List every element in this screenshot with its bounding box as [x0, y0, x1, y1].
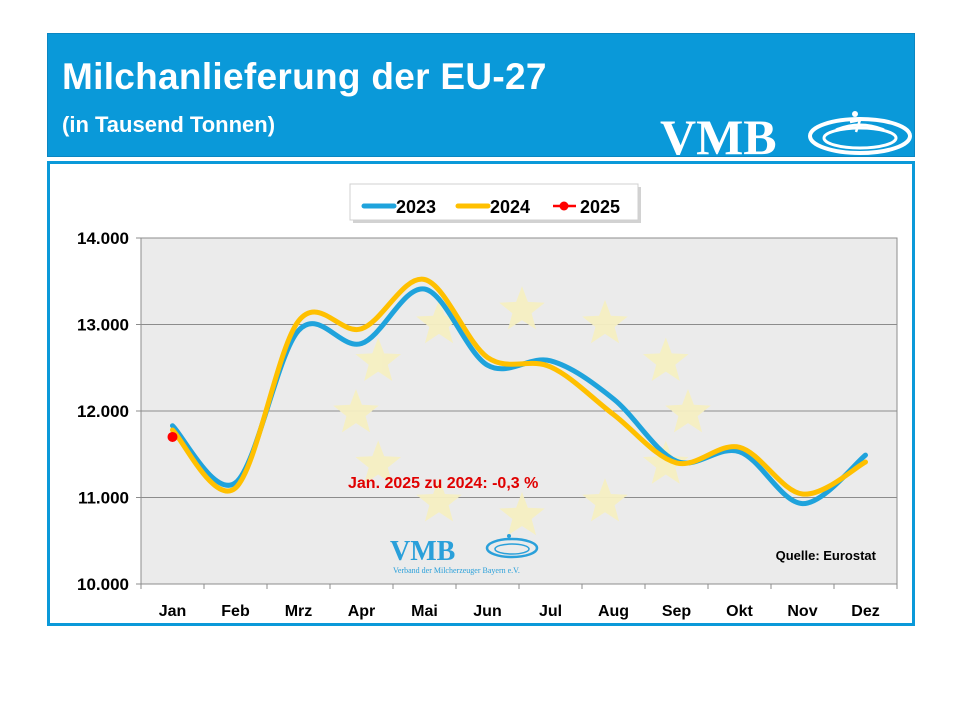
- x-tick-label: Mai: [411, 603, 438, 620]
- y-tick-label: 10.000: [77, 575, 129, 594]
- x-tick-label: Aug: [598, 603, 629, 620]
- eu-star: [499, 286, 545, 330]
- x-tick-label: Jun: [473, 603, 501, 620]
- eu-star: [355, 440, 402, 484]
- source-text: Quelle: Eurostat: [776, 548, 877, 563]
- header-banner: Milchanlieferung der EU-27 (in Tausend T…: [47, 33, 915, 158]
- legend-marker-2025: [559, 201, 569, 211]
- watermark-logo-text: VMB: [390, 536, 455, 567]
- legend: 2023 2024 2025: [349, 183, 641, 223]
- x-tick-label: Jan: [159, 603, 187, 620]
- x-tick-label: Mrz: [285, 603, 313, 620]
- chart-frame: VMB Verband der Milcherzeuger Bayern e.V…: [47, 161, 915, 626]
- eu-star: [642, 440, 689, 484]
- legend-label-2024: 2024: [490, 197, 530, 217]
- series-line-2024: [170, 276, 868, 497]
- x-tick-label: Nov: [787, 603, 817, 620]
- x-tick-label: Okt: [726, 603, 753, 620]
- annotation-text: Jan. 2025 zu 2024: -0,3 %: [348, 475, 538, 492]
- y-tick-label: 12.000: [77, 402, 129, 421]
- eu-star: [665, 389, 711, 433]
- x-tick-label: Feb: [221, 603, 250, 620]
- eu-star: [416, 299, 462, 344]
- eu-star: [499, 491, 545, 536]
- eu-star: [355, 337, 402, 381]
- vmb-watermark: VMB Verband der Milcherzeuger Bayern e.V…: [390, 534, 539, 575]
- line-chart: VMB Verband der Milcherzeuger Bayern e.V…: [77, 183, 898, 620]
- y-tick-label: 13.000: [77, 316, 129, 335]
- eu-star: [582, 478, 628, 522]
- legend-label-2023: 2023: [396, 197, 436, 217]
- x-tick-label: Jul: [539, 603, 562, 620]
- svg-text:VMB: VMB: [660, 109, 777, 158]
- eu-star: [642, 337, 689, 381]
- series-layer: [167, 276, 868, 507]
- page-subtitle: (in Tausend Tonnen): [62, 112, 276, 137]
- axis-layer: 10.000 11.000 12.000 13.000 14.000 Jan Feb Mrz A…: [77, 229, 898, 620]
- page-title: Milchanlieferung der EU-27: [62, 56, 547, 97]
- y-tick-label: 14.000: [77, 229, 129, 248]
- eu-star: [582, 299, 628, 344]
- x-tick-label: Apr: [348, 603, 376, 620]
- legend-label-2025: 2025: [580, 197, 620, 217]
- y-tick-label: 11.000: [78, 489, 129, 508]
- x-tick-label: Sep: [662, 603, 692, 620]
- eu-star: [333, 389, 379, 433]
- watermark-caption: Verband der Milcherzeuger Bayern e.V.: [393, 566, 520, 575]
- data-point-2025: [167, 431, 178, 442]
- vmb-logo: VMB: [660, 109, 912, 158]
- eu-stars-decoration: [333, 286, 711, 536]
- eu-star: [416, 478, 462, 522]
- x-tick-label: Dez: [851, 603, 879, 620]
